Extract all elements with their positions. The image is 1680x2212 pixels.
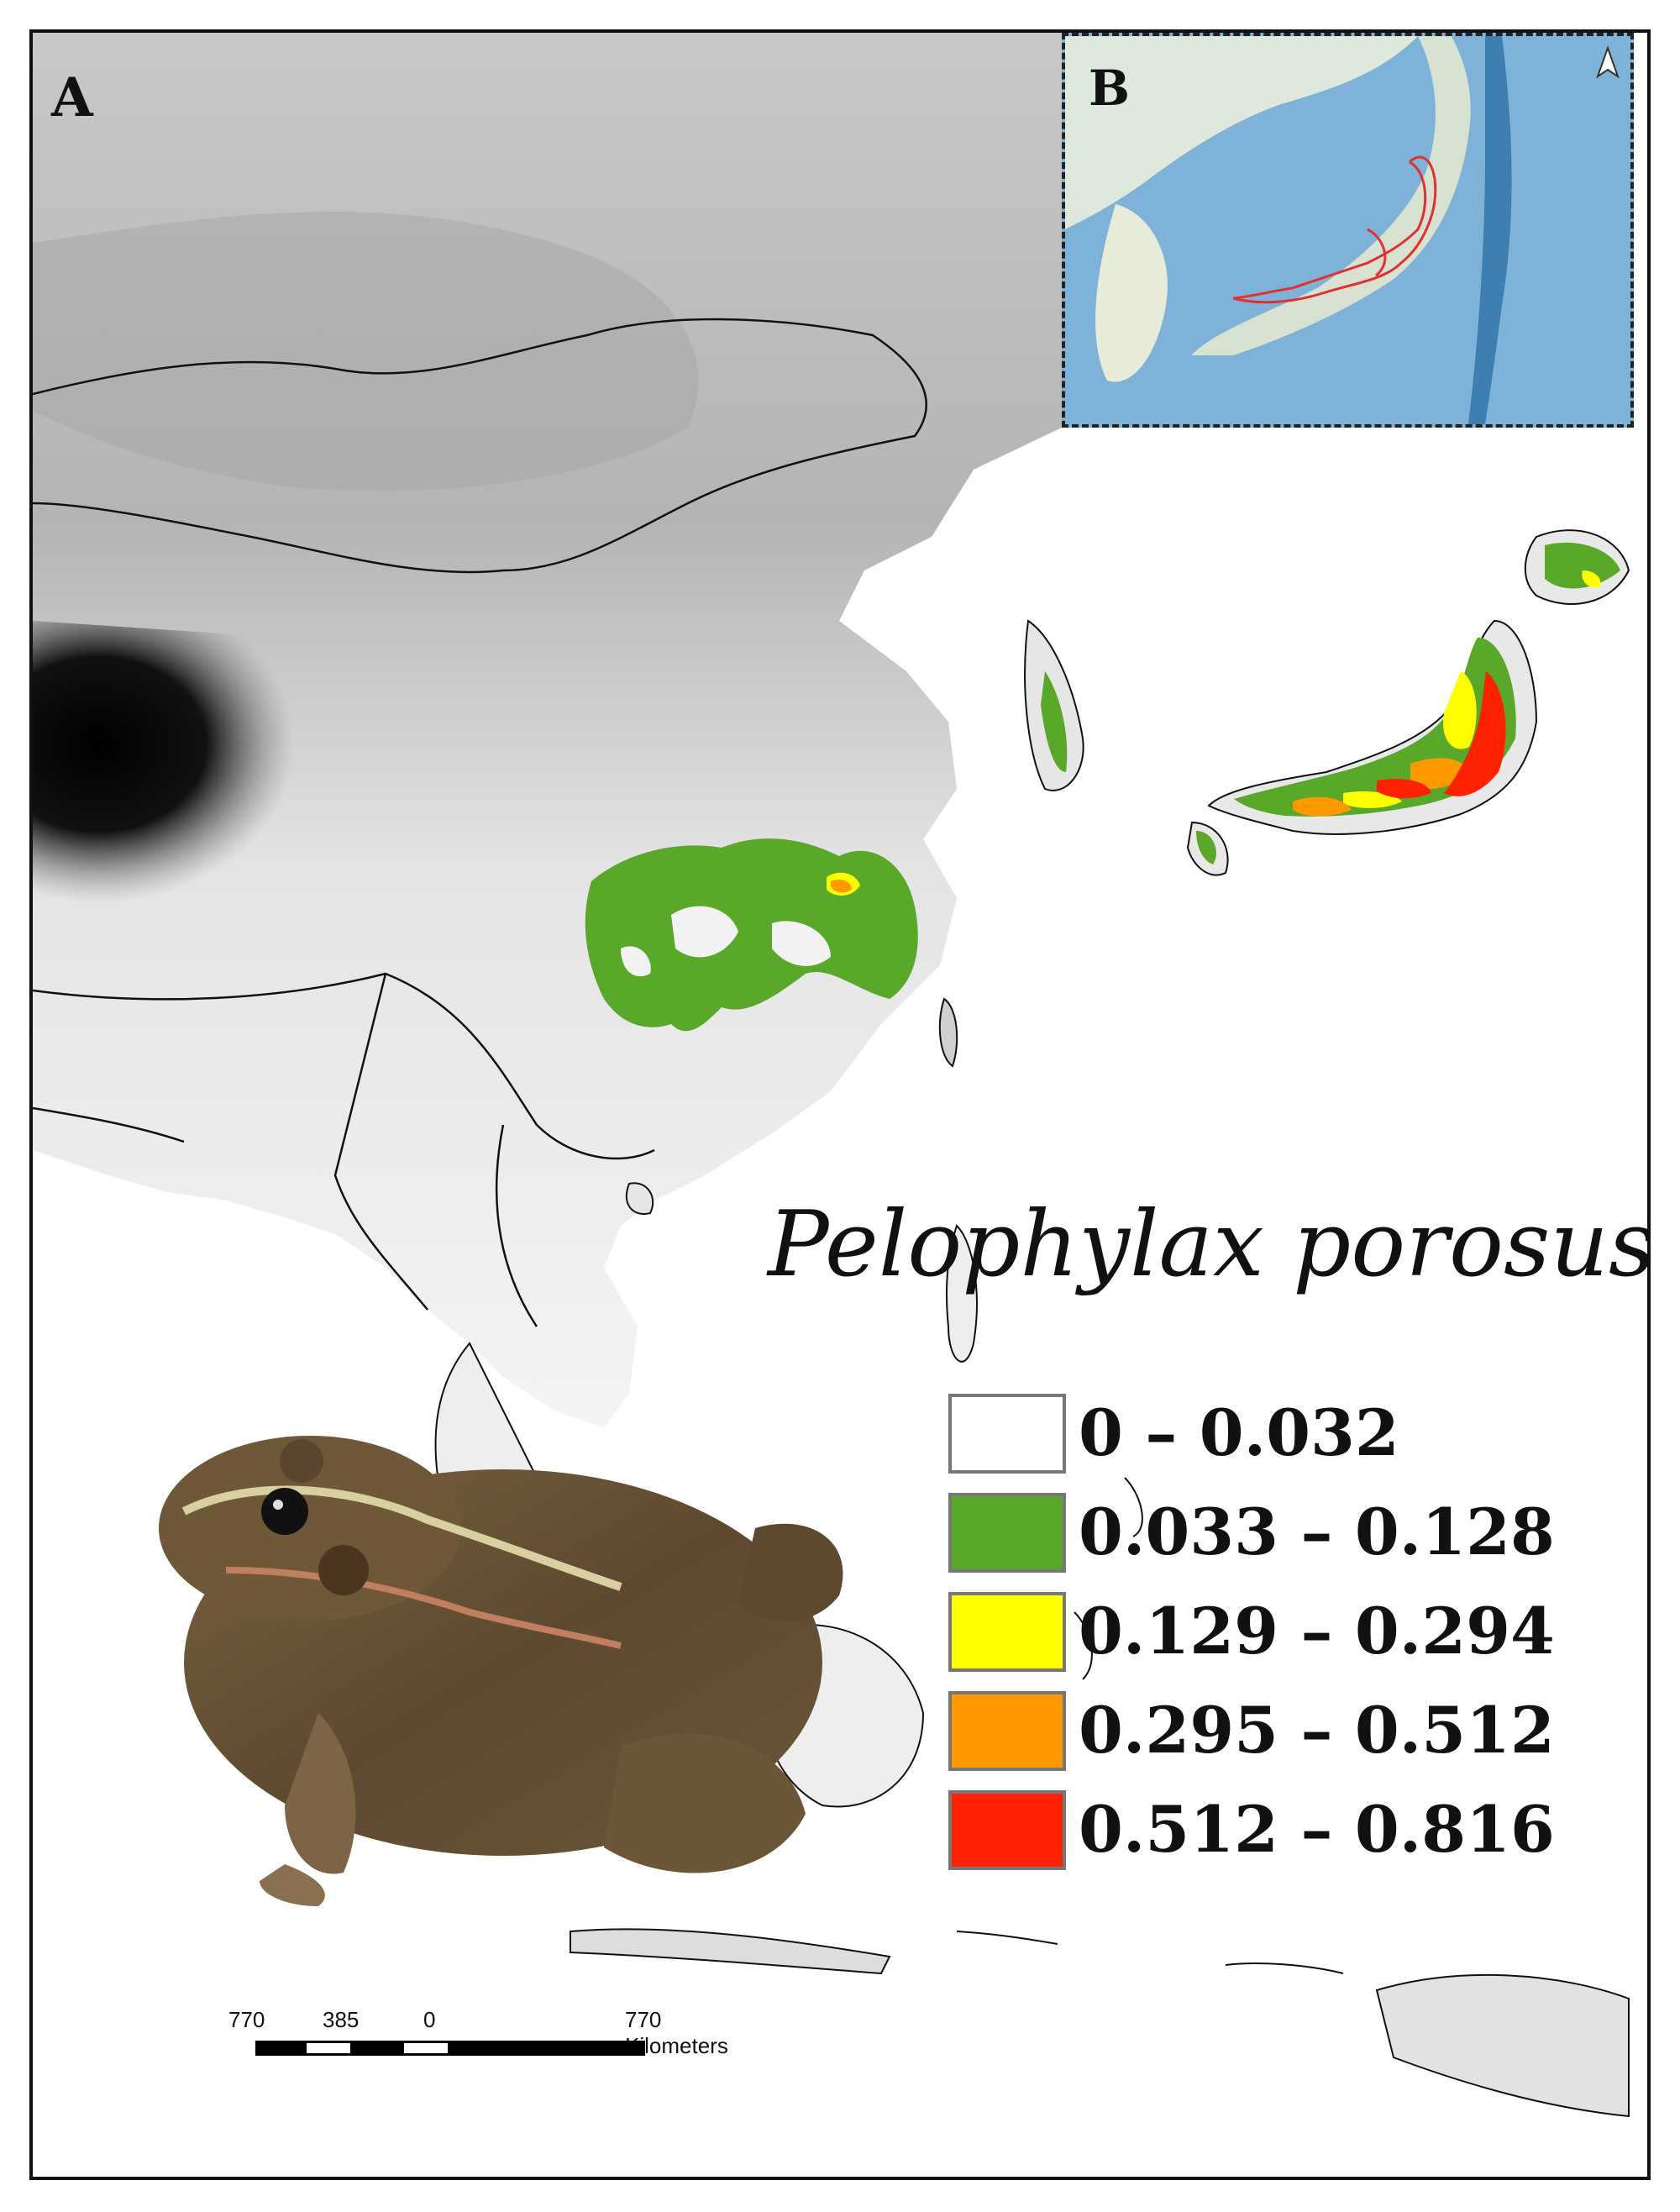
scale-segment: [255, 2041, 304, 2056]
country-borders: [33, 318, 928, 1327]
legend-swatch: [948, 1691, 1066, 1771]
legend-swatch: [948, 1493, 1066, 1573]
scale-segment: [450, 2041, 645, 2056]
philippines: [946, 1224, 978, 1363]
legend-label: 0.033 – 0.128: [1079, 1495, 1555, 1569]
legend-label: 0.512 – 0.816: [1079, 1792, 1555, 1867]
panel-a-label: A: [51, 66, 93, 129]
panel-a-map: [33, 33, 1630, 2118]
hainan: [625, 1182, 654, 1215]
scale-segment: [353, 2041, 402, 2056]
java: [570, 1928, 891, 1975]
suitability-very-high: [1377, 671, 1506, 799]
suitability-none-patches: [621, 906, 831, 977]
legend-swatch: [948, 1790, 1066, 1870]
mongolia-shading: [33, 212, 699, 491]
new-guinea: [1375, 1973, 1630, 2118]
inset-map-graphic: [1065, 36, 1630, 424]
scale-bar: 770 385 0 770 Kilometers: [213, 2007, 728, 2083]
figure-frame: A B Pelophylax porosus 0 – 0.032: [29, 29, 1651, 2180]
tibetan-plateau-shading: [33, 621, 470, 974]
legend-swatch: [948, 1592, 1066, 1672]
panel-b-label: B: [1089, 60, 1131, 117]
legend-label: 0.129 – 0.294: [1079, 1594, 1555, 1668]
north-arrow-icon: [1595, 45, 1620, 83]
scale-tick-label: 385: [323, 2007, 360, 2032]
scale-segment: [402, 2041, 450, 2056]
panel-b-inset-map: B: [1062, 33, 1634, 428]
species-title: Pelophylax porosus: [768, 1192, 1651, 1297]
frog-illustration: [159, 1436, 843, 1906]
legend-swatch: [948, 1394, 1066, 1474]
scale-tick-label: 770: [228, 2007, 265, 2032]
scale-segment: [304, 2041, 353, 2056]
taiwan: [938, 997, 958, 1068]
legend-label: 0.295 – 0.512: [1079, 1693, 1555, 1768]
legend-label: 0 – 0.032: [1079, 1395, 1399, 1470]
scale-tick-label: 0: [423, 2007, 436, 2032]
